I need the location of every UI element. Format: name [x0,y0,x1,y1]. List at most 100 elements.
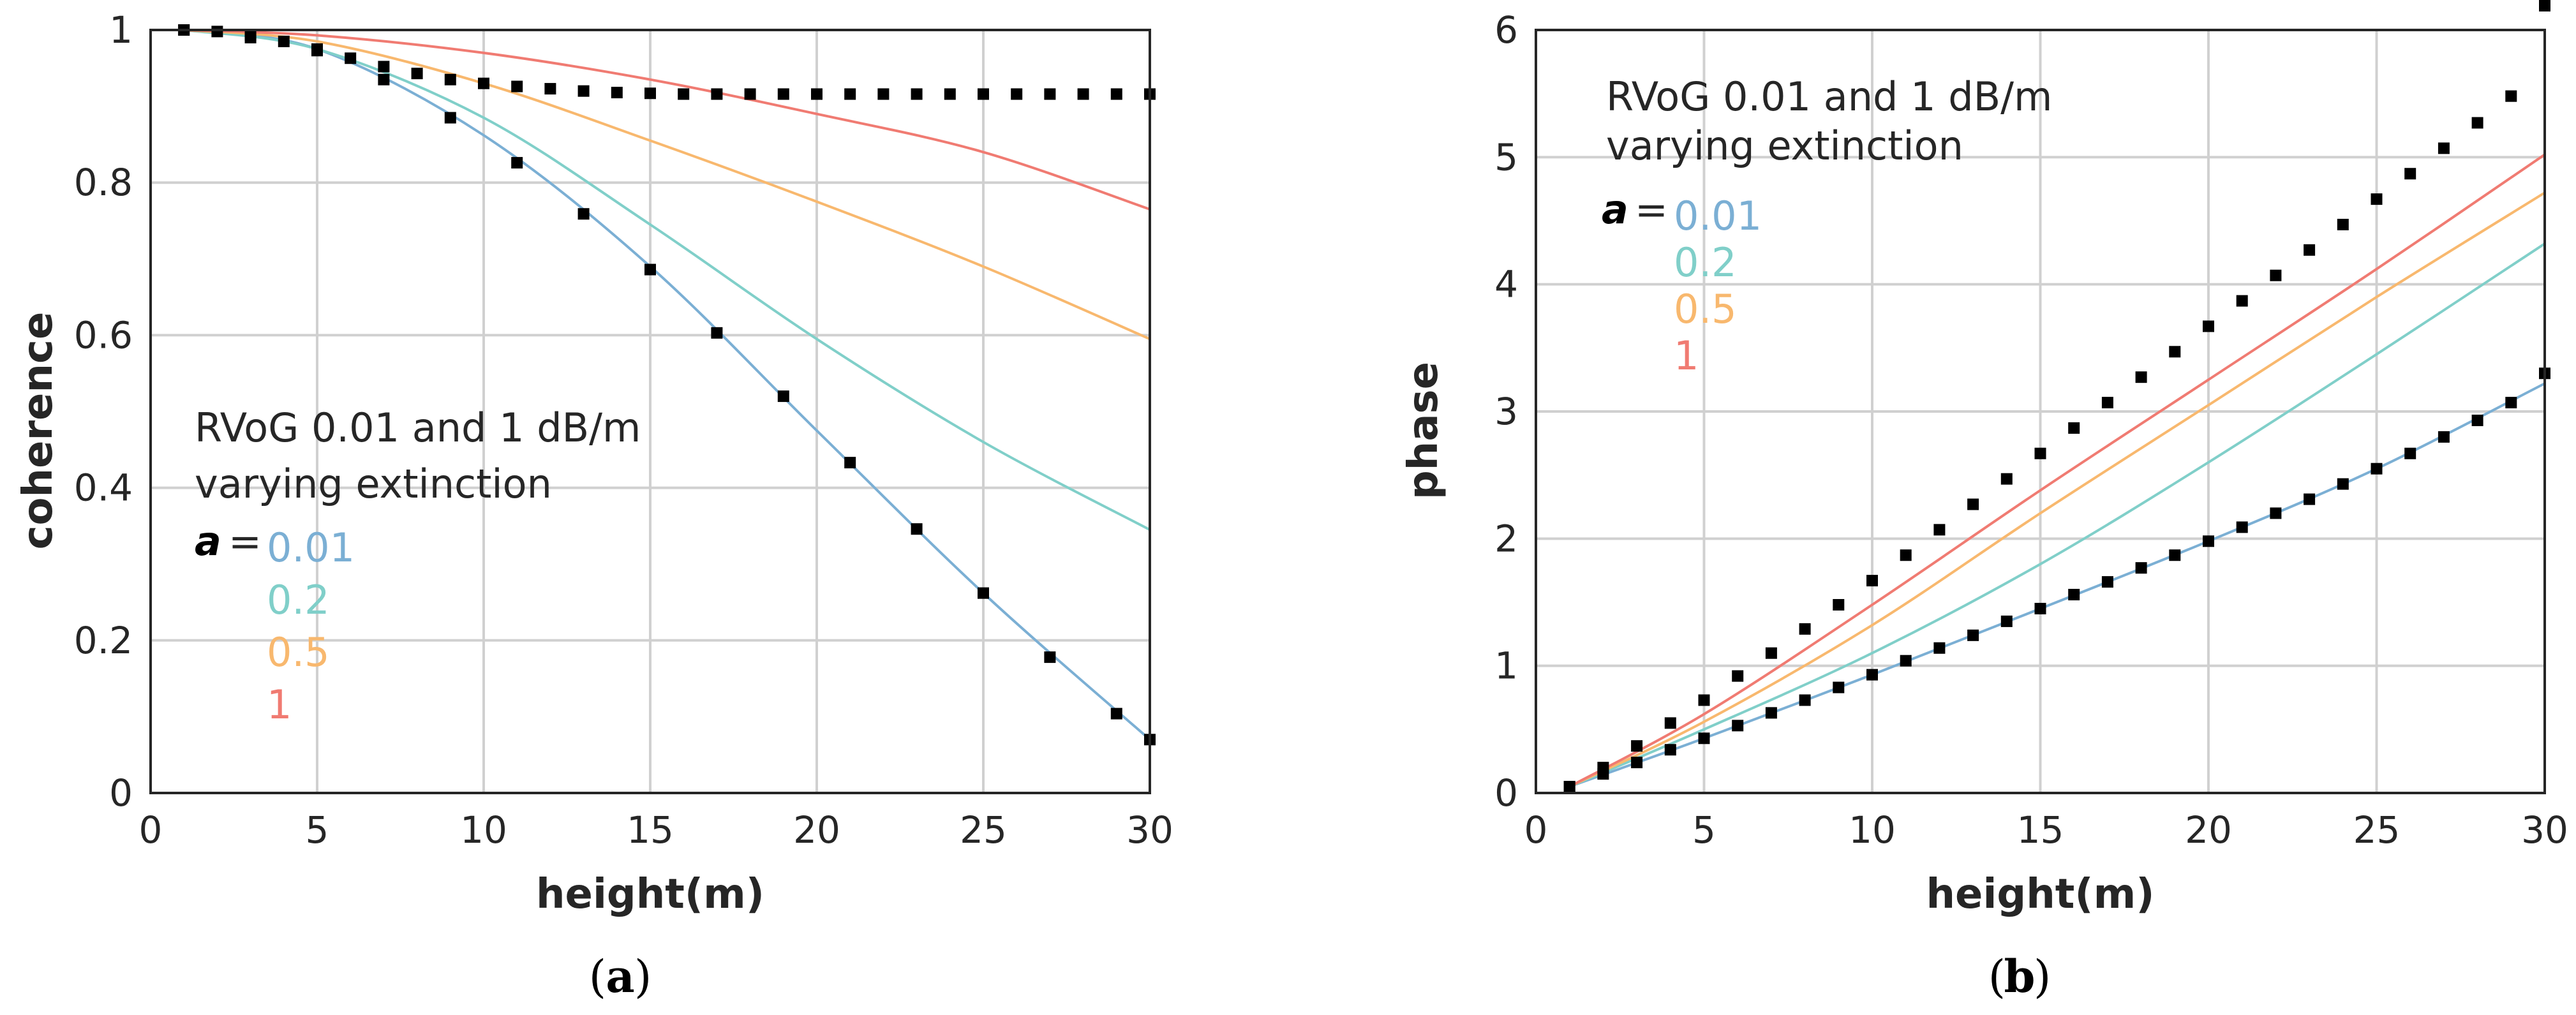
series-line-0.01 [1569,382,2545,788]
series-line-0.5 [1568,191,2546,788]
marker-point [2135,562,2147,574]
marker-point [577,208,590,220]
marker-point [2000,615,2013,627]
marker-point [411,68,423,80]
x-tick-label: 0 [1524,808,1548,852]
marker-point [2068,589,2080,601]
marker-point [1110,708,1122,720]
param-symbol: a [195,518,221,565]
marker-point [2371,193,2383,205]
marker-point [2000,473,2013,485]
marker-point [844,457,856,469]
legend-value: 0.01 [1674,193,1762,239]
marker-point [211,26,223,38]
y-tick-label: 1 [109,8,133,52]
marker-point [2270,269,2282,281]
annotation-title: RVoG 0.01 and 1 dB/m [1606,73,2052,120]
marker-point [478,77,489,89]
legend-value: 0.01 [267,524,355,571]
marker-point [2304,244,2316,256]
marker-point [777,390,789,403]
marker-point [2034,602,2046,614]
marker-point [378,73,390,85]
x-tick-label: 15 [627,808,674,852]
x-tick-label: 25 [960,808,1007,852]
legend-values: 0.01 0.2 0.5 1 [267,524,355,728]
panel-b: 0 5 10 15 20 25 30 0 1 2 3 4 5 6 height(m) phase RVoG… [1400,0,2568,1003]
marker-series [1563,0,2550,793]
marker-point [1799,694,1811,706]
marker-point [1011,88,1023,100]
y-tick-label: 4 [1494,263,1518,306]
marker-point [1765,707,1777,719]
y-tick-label: 5 [1494,135,1518,179]
marker-point [444,73,456,85]
plot-frame [149,29,1151,794]
marker-point [978,88,989,100]
marker-point [2236,295,2248,307]
param-symbol: a [1602,186,1628,233]
marker-point [2034,447,2046,459]
series-line-0.2 [1568,242,2546,788]
marker-point [1044,88,1056,100]
marker-point [1732,670,1744,682]
y-tick-label: 0.2 [74,619,133,662]
legend-value: 1 [1674,332,1699,379]
marker-point [1732,720,1744,732]
marker-point [611,87,623,99]
marker-point [777,88,789,100]
tick-labels: 0 5 10 15 20 25 30 0 1 2 3 4 5 6 [1494,8,2568,852]
marker-point [2337,478,2349,490]
x-tick-label: 5 [1692,808,1716,852]
caption-paren-open: ( [1988,951,2006,1003]
caption-paren-open: ( [589,951,606,1003]
marker-point [2404,447,2416,459]
marker-point [1044,651,1056,663]
marker-point [1664,744,1676,756]
x-tick-label: 10 [460,808,507,852]
marker-point [744,88,756,100]
caption-a: ( a ) [589,950,652,1003]
caption-paren-close: ) [2034,951,2051,1003]
marker-point [1110,88,1122,100]
marker-point [1698,732,1710,745]
marker-point [2505,90,2517,102]
marker-point [1631,740,1643,752]
marker-point [2135,371,2147,383]
marker-point [378,61,390,73]
param-equals: = [228,518,262,565]
marker-point [1698,694,1710,706]
marker-point [1833,681,1845,693]
marker-point [2270,507,2282,519]
marker-point [2169,549,2181,561]
legend-value: 0.2 [1674,239,1737,286]
x-axis-label: height(m) [1926,871,2154,918]
marker-point [1866,669,1878,681]
marker-point [244,29,257,41]
caption-b: ( b ) [1988,950,2051,1003]
marker-point [978,587,989,599]
marker-point [544,83,556,95]
plot-frame [1535,29,2546,794]
marker-point [1563,781,1575,793]
x-tick-label: 30 [1126,808,1173,852]
marker-point [1631,757,1643,769]
marker-point [2101,576,2113,588]
x-tick-label: 30 [2521,808,2568,852]
legend-value: 0.2 [267,577,330,623]
y-tick-label: 0 [109,771,133,815]
x-tick-label: 20 [2185,808,2232,852]
series-line-0.2 [183,29,1150,531]
marker-point [2203,320,2214,332]
marker-point [577,85,590,97]
series-line-1 [1568,153,2546,788]
marker-point [1900,549,1912,561]
marker-point [877,88,890,100]
y-tick-label: 0.6 [74,313,133,357]
marker-point [511,157,523,169]
tick-labels: 0 5 10 15 20 25 30 0 0.2 0.4 0.6 0.8 1 [74,8,1173,852]
marker-point [2471,414,2483,426]
marker-point [511,80,523,93]
marker-point [278,35,290,47]
